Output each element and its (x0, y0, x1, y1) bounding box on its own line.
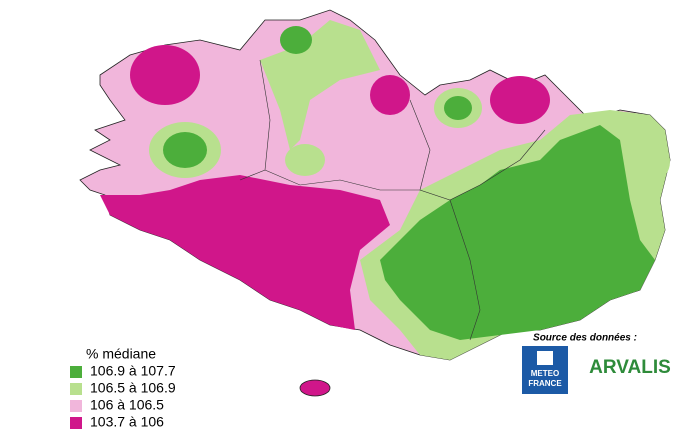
region (490, 76, 550, 124)
legend-label: 106 à 106.5 (90, 397, 164, 413)
legend-swatch (70, 366, 82, 378)
department-border (264, 169, 420, 191)
legend-label: 106.9 à 107.7 (90, 363, 176, 379)
legend-label: 103.7 à 106 (90, 414, 164, 430)
logo-text: FRANCE (528, 379, 562, 388)
logo-text: METEO (531, 369, 559, 378)
region (640, 144, 670, 180)
region (299, 379, 331, 397)
logo-icon (537, 351, 553, 365)
region (380, 125, 655, 340)
region (100, 175, 390, 330)
region (163, 132, 207, 168)
legend-title: % médiane (86, 346, 156, 362)
arvalis-logo: ARVALIS (589, 357, 671, 378)
legend-swatch (70, 383, 82, 395)
region (370, 75, 410, 115)
region (280, 26, 312, 54)
region (444, 96, 472, 120)
region (130, 45, 200, 105)
region (285, 144, 325, 176)
legend-swatch (70, 400, 82, 412)
source-title: Source des données : (533, 333, 637, 344)
department-border (449, 199, 481, 341)
map (79, 9, 671, 397)
legend-swatch (70, 417, 82, 429)
legend-label: 106.5 à 106.9 (90, 380, 176, 396)
source: Source des données : METEO FRANCE ARVALI… (522, 333, 671, 394)
department-border (239, 59, 271, 181)
